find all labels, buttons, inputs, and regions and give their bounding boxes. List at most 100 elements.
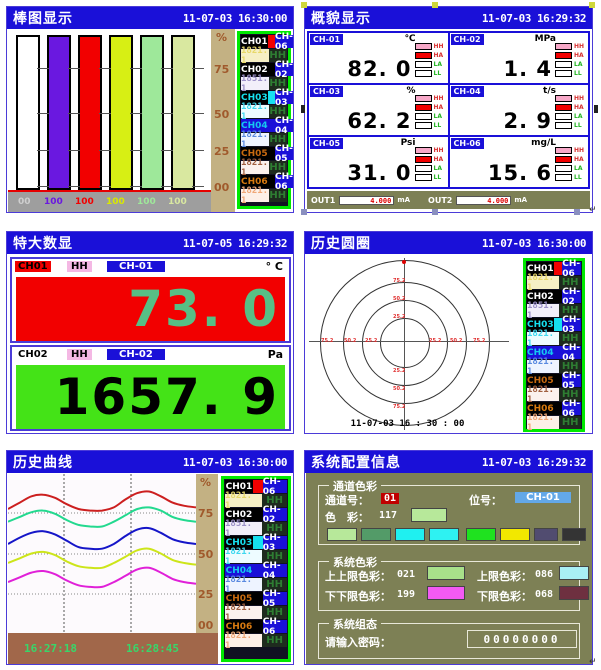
legend-row-value[interactable]: 1821. 1 HH (225, 491, 287, 511)
color-value[interactable]: 117 (379, 510, 398, 521)
palette-swatch-4[interactable] (466, 528, 496, 541)
selection-handle-bm[interactable] (432, 209, 438, 215)
overview-cell-ch03[interactable]: CH-03 % 62. 2 HH HA LA LL (308, 84, 449, 136)
lolo-color-swatch[interactable] (427, 586, 465, 600)
overview-cell-ch01[interactable]: CH-01 ℃ 82. 0 HH HA LA LL (308, 32, 449, 84)
overview-cell-ch02[interactable]: CH-02 MPa 1. 4 HH HA LA LL (448, 32, 589, 84)
selection-handle-tr[interactable] (589, 2, 595, 8)
alarm-box-hh (555, 42, 572, 50)
overview-alarm-stack: HH HA LA LL (414, 42, 447, 78)
hihi-color-value[interactable]: 021 (397, 569, 416, 580)
legend-row-channel[interactable]: CH02 CH-02 (241, 60, 293, 80)
legend-row-value[interactable]: 1821. 1 HH (241, 186, 287, 206)
legend-alarm-badge: HH (262, 578, 287, 591)
legend-row-value[interactable]: 1821. 1 HH (527, 413, 581, 433)
legend-row-channel[interactable]: CH03 CH-03 (241, 88, 293, 108)
legend-row-value[interactable]: 1821. 1 HH (225, 603, 287, 623)
legend-row-channel[interactable]: CH02 CH-02 (225, 505, 287, 525)
password-input[interactable]: 00000000 (467, 630, 577, 648)
legend-row-channel[interactable]: CH05 CH-05 (527, 371, 581, 391)
legend-row-value[interactable]: 1851. 1 HH (225, 519, 287, 539)
legend-row-value[interactable]: 1821. 1 HH (241, 102, 287, 122)
bigdigit-row-ch01[interactable]: CH01 HH CH-01 ° C 73. 0 (10, 257, 291, 343)
legend-row-channel[interactable]: CH04 CH-04 (225, 561, 287, 581)
out1-value[interactable]: 4.000 (339, 195, 395, 205)
legend-row-channel[interactable]: CH04 CH-04 (527, 343, 581, 363)
overview-alarm-stack: HH HA LA LL (414, 146, 447, 182)
legend-row-value[interactable]: 1821. 1 HH (241, 130, 287, 150)
legend-row-value[interactable]: 1851. 1 HH (241, 74, 287, 94)
legend-row-channel[interactable]: CH01 CH-06 (225, 477, 287, 497)
hihi-color-swatch[interactable] (427, 566, 465, 580)
bar-ch06 (171, 35, 195, 190)
legend-channel-label: CH03 (241, 91, 268, 104)
channel-no-value[interactable]: 01 (381, 493, 400, 504)
legend-row-channel[interactable]: CH02 CH-02 (527, 287, 581, 307)
legend-row-channel[interactable]: CH05 CH-05 (241, 144, 293, 164)
legend-row-channel[interactable]: CH01 CH-06 (241, 32, 293, 52)
hi-color-value[interactable]: 086 (535, 569, 554, 580)
palette-swatch-7[interactable] (562, 528, 586, 541)
lo-color-value[interactable]: 068 (535, 589, 554, 600)
legend-value: 1821. 1 (527, 385, 560, 405)
legend-row-value[interactable]: 1851. 1 HH (527, 301, 581, 321)
current-color-swatch[interactable] (411, 508, 447, 522)
overview-alarm-stack: HH HA LA LL (555, 146, 587, 182)
bar-legend[interactable]: CH01 CH-06 1821. 1 HH CH02 CH-02 1851. 1 HH CH03… (237, 31, 293, 209)
selection-handle-mr[interactable] (594, 105, 598, 113)
overview-unit: % (406, 86, 416, 96)
bar-titlebar: 棒图显示 11-07-03 16:30:00 (7, 7, 293, 29)
legend-row-value[interactable]: 1821. 1 HH (225, 575, 287, 595)
out2-value[interactable]: 4.000 (456, 195, 512, 205)
legend-alarm-badge: HH (268, 49, 287, 62)
legend-row-value[interactable]: 1821. 1 HH (527, 273, 581, 293)
palette-swatch-0[interactable] (327, 528, 357, 541)
legend-row-value[interactable]: 1821. 1 HH (241, 158, 287, 178)
overview-cell-ch06[interactable]: CH-06 mg/L 15. 6 HH HA LA LL (448, 136, 589, 188)
tag-value[interactable]: CH-01 (515, 492, 571, 503)
alarm-label-ha: HA (574, 155, 584, 163)
legend-row-channel[interactable]: CH06 CH-06 (241, 172, 293, 192)
curve-plot-area[interactable] (8, 474, 196, 633)
legend-row-value[interactable]: 1821. 1 HH (225, 631, 287, 651)
legend-alarm-badge: HH (262, 550, 287, 563)
bar-axis-tick-75: 75 (214, 63, 230, 76)
legend-channel-label: CH05 (225, 592, 253, 605)
selection-handle-ml[interactable] (301, 105, 305, 113)
selection-handle-bl[interactable] (301, 209, 307, 215)
legend-row-channel[interactable]: CH06 CH-06 (527, 399, 581, 419)
palette-swatch-5[interactable] (500, 528, 530, 541)
palette-swatch-3[interactable] (429, 528, 459, 541)
legend-row-channel[interactable]: CH03 CH-03 (527, 315, 581, 335)
hi-color-swatch[interactable] (559, 566, 589, 580)
alarm-label-ll: LL (574, 121, 582, 129)
legend-row-value[interactable]: 1821. 1 HH (241, 46, 287, 66)
legend-row-channel[interactable]: CH03 CH-03 (225, 533, 287, 553)
system-config-group: 系统组态 请输入密码： 00000000 (318, 616, 580, 659)
bigdigit-tag-name: CH-02 (107, 349, 165, 360)
legend-row-value[interactable]: 1821. 1 HH (527, 357, 581, 377)
legend-row-channel[interactable]: CH04 CH-04 (241, 116, 293, 136)
lolo-color-value[interactable]: 199 (397, 589, 416, 600)
selection-handle-br[interactable] (574, 209, 580, 215)
curve-legend[interactable]: CH01 CH-06 1821. 1 HH CH02 CH-02 1851. 1 HH CH03… (221, 476, 291, 662)
palette-swatch-1[interactable] (361, 528, 391, 541)
legend-row-channel[interactable]: CH05 CH-05 (225, 589, 287, 609)
selection-handle-tm[interactable] (432, 2, 438, 8)
palette-swatch-2[interactable] (395, 528, 425, 541)
overview-cell-ch04[interactable]: CH-04 t/s 2. 9 HH HA LA LL (448, 84, 589, 136)
palette-swatch-6[interactable] (534, 528, 558, 541)
legend-row-channel[interactable]: CH01 CH-06 (527, 259, 581, 279)
selection-handle-tl[interactable] (301, 2, 307, 8)
bigdigit-row-ch02[interactable]: CH02 HH CH-02 Pa 1657. 9 (10, 345, 291, 431)
lo-color-swatch[interactable] (559, 586, 589, 600)
legend-row-value[interactable]: 1821. 1 HH (527, 329, 581, 349)
legend-row-channel[interactable]: CH06 CH-06 (225, 617, 287, 637)
circle-plot-area[interactable]: 75.2 50.2 25.2 25.2 50.2 75.2 75.2 50.2 … (307, 256, 519, 432)
circle-current-point (402, 260, 406, 264)
circle-tick-left-50: 50.2 (344, 338, 357, 344)
overview-cell-ch05[interactable]: CH-05 Psi 31. 0 HH HA LA LL (308, 136, 449, 188)
legend-row-value[interactable]: 1821. 1 HH (225, 547, 287, 567)
legend-row-value[interactable]: 1821. 1 HH (527, 385, 581, 405)
circle-legend[interactable]: CH01 CH-06 1821. 1 HH CH02 CH-02 1851. 1 HH CH03… (523, 258, 585, 433)
